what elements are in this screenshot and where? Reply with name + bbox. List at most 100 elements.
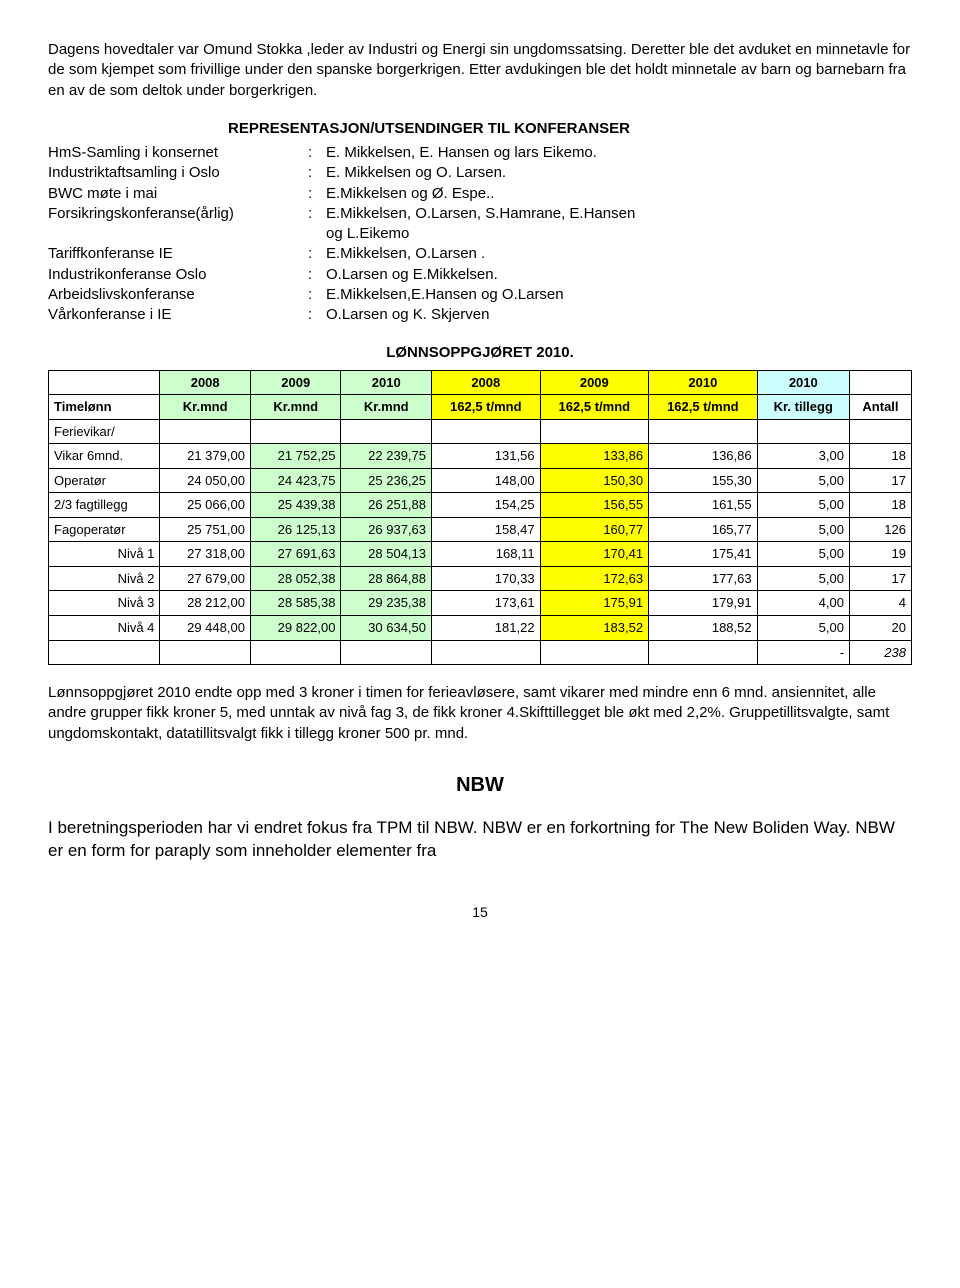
total-cell: - — [757, 640, 849, 665]
row-label: Ferievikar/ — [49, 419, 160, 444]
header-cell — [49, 370, 160, 395]
data-cell: 136,86 — [649, 444, 758, 469]
data-cell: 155,30 — [649, 468, 758, 493]
rep-row: Vårkonferanse i IE:O.Larsen og K. Skjerv… — [48, 305, 912, 325]
data-cell: 25 439,38 — [250, 493, 341, 518]
data-cell: 18 — [849, 493, 911, 518]
data-cell: 148,00 — [432, 468, 541, 493]
data-cell — [341, 419, 432, 444]
data-cell: 170,41 — [540, 542, 649, 567]
intro-paragraph: Dagens hovedtaler var Omund Stokka ,lede… — [48, 40, 912, 101]
data-cell: 24 050,00 — [160, 468, 251, 493]
data-cell: 161,55 — [649, 493, 758, 518]
data-cell: 179,91 — [649, 591, 758, 616]
data-cell: 18 — [849, 444, 911, 469]
data-cell: 29 448,00 — [160, 615, 251, 640]
data-cell: 26 251,88 — [341, 493, 432, 518]
data-cell: 17 — [849, 566, 911, 591]
total-cell — [540, 640, 649, 665]
row-label: Fagoperatør — [49, 517, 160, 542]
data-cell: 177,63 — [649, 566, 758, 591]
data-cell: 168,11 — [432, 542, 541, 567]
total-cell — [649, 640, 758, 665]
total-cell — [432, 640, 541, 665]
data-cell: 20 — [849, 615, 911, 640]
data-cell: 5,00 — [757, 615, 849, 640]
wage-title: LØNNSOPPGJØRET 2010. — [48, 343, 912, 363]
data-cell: 19 — [849, 542, 911, 567]
representation-list: HmS-Samling i konsernet:E. Mikkelsen, E.… — [48, 143, 912, 325]
header-cell: 2009 — [540, 370, 649, 395]
header-cell: Kr.mnd — [341, 395, 432, 420]
total-cell — [250, 640, 341, 665]
data-cell: 29 822,00 — [250, 615, 341, 640]
data-cell: 183,52 — [540, 615, 649, 640]
data-cell: 173,61 — [432, 591, 541, 616]
outro-paragraph: Lønnsoppgjøret 2010 endte opp med 3 kron… — [48, 683, 912, 744]
row-label: Operatør — [49, 468, 160, 493]
nbw-title: NBW — [48, 772, 912, 799]
row-label: Nivå 3 — [49, 591, 160, 616]
data-cell: 25 236,25 — [341, 468, 432, 493]
data-cell: 28 052,38 — [250, 566, 341, 591]
header-cell: Kr. tillegg — [757, 395, 849, 420]
row-label: Nivå 1 — [49, 542, 160, 567]
total-cell: 238 — [849, 640, 911, 665]
header-cell: Antall — [849, 395, 911, 420]
data-cell: 25 751,00 — [160, 517, 251, 542]
rep-row: Industriktaftsamling i Oslo:E. Mikkelsen… — [48, 163, 912, 183]
data-cell — [540, 419, 649, 444]
data-cell — [250, 419, 341, 444]
data-cell: 5,00 — [757, 468, 849, 493]
data-cell — [432, 419, 541, 444]
data-cell: 28 585,38 — [250, 591, 341, 616]
header-cell: 2010 — [649, 370, 758, 395]
data-cell: 3,00 — [757, 444, 849, 469]
data-cell: 154,25 — [432, 493, 541, 518]
data-cell: 156,55 — [540, 493, 649, 518]
data-cell: 5,00 — [757, 517, 849, 542]
header-cell: 2010 — [341, 370, 432, 395]
data-cell: 5,00 — [757, 493, 849, 518]
data-cell: 26 125,13 — [250, 517, 341, 542]
wage-table: 2008200920102008200920102010TimelønnKr.m… — [48, 370, 912, 666]
data-cell: 5,00 — [757, 566, 849, 591]
rep-row: Industrikonferanse Oslo:O.Larsen og E.Mi… — [48, 265, 912, 285]
data-cell: 4,00 — [757, 591, 849, 616]
data-cell: 170,33 — [432, 566, 541, 591]
data-cell: 27 691,63 — [250, 542, 341, 567]
header-cell — [849, 370, 911, 395]
data-cell: 30 634,50 — [341, 615, 432, 640]
data-cell: 175,91 — [540, 591, 649, 616]
data-cell: 27 318,00 — [160, 542, 251, 567]
data-cell: 26 937,63 — [341, 517, 432, 542]
rep-row: Arbeidslivskonferanse: E.Mikkelsen,E.Han… — [48, 285, 912, 305]
data-cell: 150,30 — [540, 468, 649, 493]
header-cell: Kr.mnd — [250, 395, 341, 420]
data-cell: 158,47 — [432, 517, 541, 542]
rep-row: Tariffkonferanse IE:E.Mikkelsen, O.Larse… — [48, 244, 912, 264]
data-cell: 172,63 — [540, 566, 649, 591]
data-cell — [849, 419, 911, 444]
data-cell — [757, 419, 849, 444]
data-cell: 28 864,88 — [341, 566, 432, 591]
data-cell: 160,77 — [540, 517, 649, 542]
data-cell: 28 504,13 — [341, 542, 432, 567]
data-cell: 21 752,25 — [250, 444, 341, 469]
rep-row: og L.Eikemo — [48, 224, 912, 244]
total-cell — [341, 640, 432, 665]
header-cell: 162,5 t/mnd — [432, 395, 541, 420]
data-cell: 17 — [849, 468, 911, 493]
total-cell — [160, 640, 251, 665]
data-cell: 4 — [849, 591, 911, 616]
data-cell: 25 066,00 — [160, 493, 251, 518]
page-number: 15 — [48, 903, 912, 922]
row-label: Nivå 4 — [49, 615, 160, 640]
row-label: Vikar 6mnd. — [49, 444, 160, 469]
data-cell: 181,22 — [432, 615, 541, 640]
data-cell: 5,00 — [757, 542, 849, 567]
data-cell: 126 — [849, 517, 911, 542]
data-cell: 188,52 — [649, 615, 758, 640]
header-cell: 2009 — [250, 370, 341, 395]
header-cell: 2010 — [757, 370, 849, 395]
